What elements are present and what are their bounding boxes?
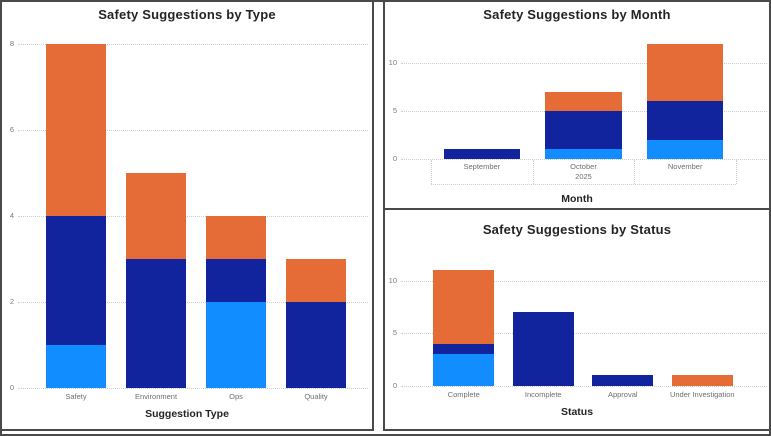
- bar-approval-dark-blue[interactable]: [592, 375, 654, 386]
- bar-safety-orange[interactable]: [45, 44, 107, 216]
- y-axis-tick-label: 5: [392, 105, 397, 115]
- bar-november-orange[interactable]: [647, 43, 724, 102]
- y-axis-tick-label: 5: [392, 328, 397, 338]
- chart-panel-suggestions-by-type: Safety Suggestions by Type Suggestion Ty…: [0, 0, 374, 431]
- x-axis-title: Suggestion Type: [145, 408, 229, 420]
- bar-september-dark-blue[interactable]: [443, 149, 520, 159]
- axis-grid-vline: [431, 160, 432, 184]
- bar-quality-orange[interactable]: [285, 259, 347, 302]
- bar-ops-light-blue[interactable]: [205, 302, 267, 388]
- x-axis-title: Month: [561, 193, 593, 205]
- bar-ops-orange[interactable]: [205, 216, 267, 259]
- x-category-label: September: [463, 162, 501, 171]
- axis-grid-vline: [634, 160, 636, 184]
- chart-title: Safety Suggestions by Type: [98, 7, 276, 22]
- gridline: [401, 386, 767, 387]
- chart-panel-suggestions-by-status: Safety Suggestions by Status Status 0 5 10…: [383, 208, 771, 431]
- x-category-label: November: [667, 162, 703, 171]
- bar-october-orange[interactable]: [545, 91, 622, 111]
- bar-complete-orange[interactable]: [433, 270, 495, 344]
- x-category-label: Ops: [229, 392, 243, 401]
- x-category-label: Safety: [65, 392, 87, 401]
- axis-grid-vline: [532, 160, 534, 184]
- bar-november-dark-blue[interactable]: [647, 101, 724, 140]
- y-axis-tick-label: 4: [9, 211, 14, 220]
- y-axis-tick-label: 10: [388, 275, 397, 285]
- bar-november-light-blue[interactable]: [647, 139, 724, 159]
- axis-grid-vline: [736, 160, 737, 184]
- y-axis-tick-label: 0: [392, 381, 397, 390]
- gridline: [18, 302, 368, 303]
- x-category-label: Incomplete: [524, 390, 562, 399]
- gridline: [18, 216, 368, 217]
- gridline: [401, 159, 767, 160]
- bar-october-dark-blue[interactable]: [545, 110, 622, 150]
- bar-ops-dark-blue[interactable]: [205, 259, 267, 302]
- year-label: 2025: [575, 172, 592, 181]
- bar-quality-dark-blue[interactable]: [285, 302, 347, 388]
- x-category-label: October: [570, 162, 597, 171]
- bar-complete-dark-blue[interactable]: [433, 343, 495, 355]
- gridline: [18, 388, 368, 389]
- gridline: [401, 280, 767, 282]
- y-axis-tick-label: 2: [9, 297, 14, 306]
- bar-safety-dark-blue[interactable]: [45, 216, 107, 345]
- x-category-label: Quality: [304, 392, 328, 401]
- y-axis-tick-label: 8: [9, 39, 14, 49]
- bar-safety-light-blue[interactable]: [45, 345, 107, 388]
- bar-incomplete-dark-blue[interactable]: [512, 312, 574, 386]
- gridline: [18, 44, 368, 46]
- chart-title: Safety Suggestions by Month: [483, 7, 671, 22]
- x-category-label: Under Investigation: [669, 390, 735, 399]
- x-category-label: Approval: [607, 390, 638, 399]
- gridline: [18, 130, 368, 131]
- bar-under-investigation-orange[interactable]: [671, 375, 733, 386]
- chart-panel-suggestions-by-month: Safety Suggestions by Month Month 0 5 10 Se…: [383, 0, 771, 210]
- bar-complete-light-blue[interactable]: [433, 354, 495, 386]
- y-axis-tick-label: 0: [392, 154, 397, 163]
- y-axis-tick-label: 0: [9, 383, 14, 392]
- y-axis-tick-label: 10: [388, 57, 397, 67]
- gridline: [401, 333, 767, 335]
- bar-environment-orange[interactable]: [125, 173, 187, 259]
- bar-environment-dark-blue[interactable]: [125, 259, 187, 388]
- y-axis-tick-label: 6: [9, 125, 14, 134]
- x-category-label: Complete: [447, 390, 480, 399]
- x-axis-title: Status: [560, 406, 594, 418]
- chart-title: Safety Suggestions by Status: [482, 222, 672, 237]
- bar-october-light-blue[interactable]: [545, 149, 622, 159]
- axis-grid-hline: [431, 184, 736, 185]
- gridline: [401, 62, 767, 64]
- x-category-label: Environment: [134, 392, 178, 401]
